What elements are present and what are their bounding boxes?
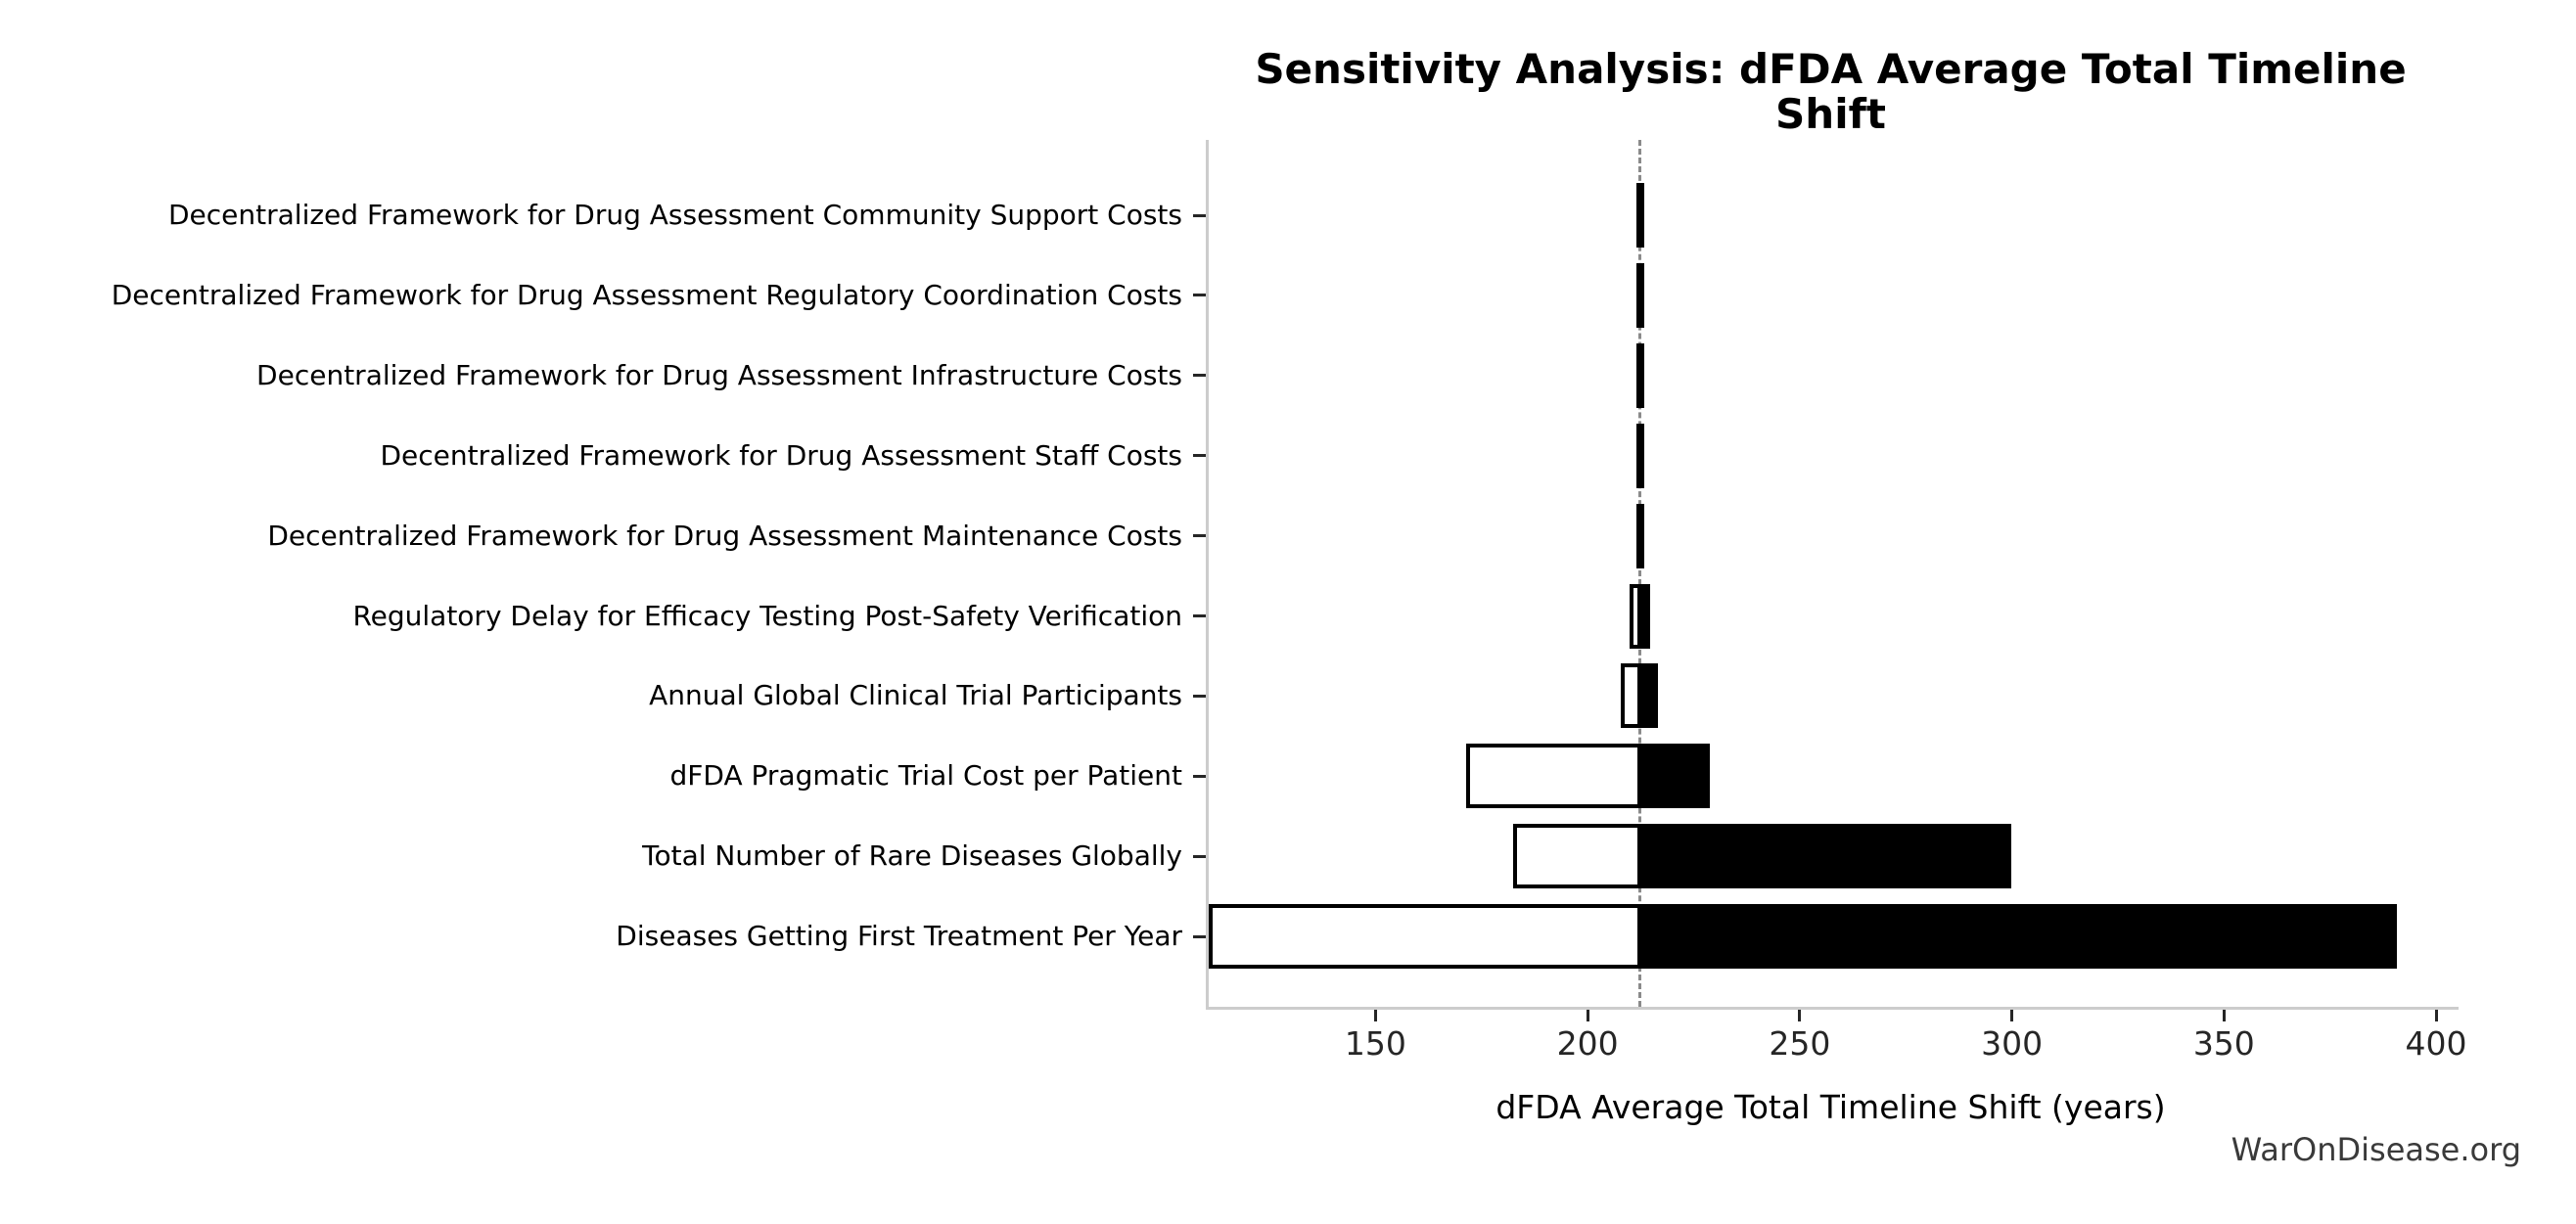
bar-high-7 <box>1639 744 1710 809</box>
y-axis-label-5: Regulatory Delay for Efficacy Testing Po… <box>352 599 1182 632</box>
x-tick-5 <box>2434 1010 2438 1021</box>
bar-low-0 <box>1635 183 1644 248</box>
y-axis-label-1: Decentralized Framework for Drug Assessm… <box>111 278 1182 311</box>
x-tick-label-1: 200 <box>1556 1024 1619 1063</box>
bar-high-5 <box>1639 583 1650 649</box>
bar-low-2 <box>1635 342 1644 408</box>
bar-low-1 <box>1635 262 1644 328</box>
x-tick-label-4: 350 <box>2192 1024 2255 1063</box>
x-axis-label: dFDA Average Total Timeline Shift (years… <box>1495 1088 2166 1126</box>
left-spine <box>1206 140 1209 1007</box>
x-tick-3 <box>2010 1010 2014 1021</box>
baseline-dashed-line <box>1637 140 1641 1007</box>
y-axis-label-8: Total Number of Rare Diseases Globally <box>642 839 1182 873</box>
y-tick-7 <box>1193 774 1206 778</box>
y-tick-4 <box>1193 534 1206 538</box>
y-tick-2 <box>1193 374 1206 378</box>
y-tick-3 <box>1193 454 1206 458</box>
y-axis-label-2: Decentralized Framework for Drug Assessm… <box>256 358 1182 391</box>
bar-low-9 <box>1209 904 1642 970</box>
x-tick-label-0: 150 <box>1344 1024 1406 1063</box>
x-tick-1 <box>1586 1010 1589 1021</box>
bottom-spine <box>1206 1007 2459 1010</box>
y-axis-label-0: Decentralized Framework for Drug Assessm… <box>168 199 1182 231</box>
bar-low-6 <box>1620 663 1642 729</box>
bar-low-8 <box>1513 824 1642 889</box>
y-axis-label-7: dFDA Pragmatic Trial Cost per Patient <box>669 759 1183 793</box>
x-tick-4 <box>2222 1010 2226 1021</box>
watermark-text: WarOnDisease.org <box>2231 1131 2521 1168</box>
bar-high-8 <box>1639 824 2011 889</box>
y-tick-6 <box>1193 694 1206 698</box>
y-tick-1 <box>1193 294 1206 297</box>
y-axis-label-4: Decentralized Framework for Drug Assessm… <box>267 519 1182 552</box>
x-tick-label-5: 400 <box>2405 1024 2467 1063</box>
bar-high-9 <box>1639 904 2398 970</box>
x-tick-label-2: 250 <box>1769 1024 1831 1063</box>
y-tick-0 <box>1193 213 1206 217</box>
bar-low-3 <box>1635 423 1644 488</box>
y-tick-9 <box>1193 934 1206 938</box>
y-tick-8 <box>1193 854 1206 858</box>
bar-low-7 <box>1465 744 1642 809</box>
y-tick-5 <box>1193 614 1206 617</box>
y-axis-label-3: Decentralized Framework for Drug Assessm… <box>380 438 1182 472</box>
chart-title: Sensitivity Analysis: dFDA Average Total… <box>1255 45 2407 139</box>
x-tick-label-3: 300 <box>1981 1024 2044 1063</box>
y-axis-label-9: Diseases Getting First Treatment Per Yea… <box>616 920 1182 953</box>
x-tick-2 <box>1798 1010 1802 1021</box>
x-tick-0 <box>1373 1010 1377 1021</box>
bar-low-5 <box>1630 583 1642 649</box>
bar-low-4 <box>1635 503 1644 568</box>
y-axis-label-6: Annual Global Clinical Trial Participant… <box>649 679 1182 712</box>
bar-high-6 <box>1639 663 1658 729</box>
